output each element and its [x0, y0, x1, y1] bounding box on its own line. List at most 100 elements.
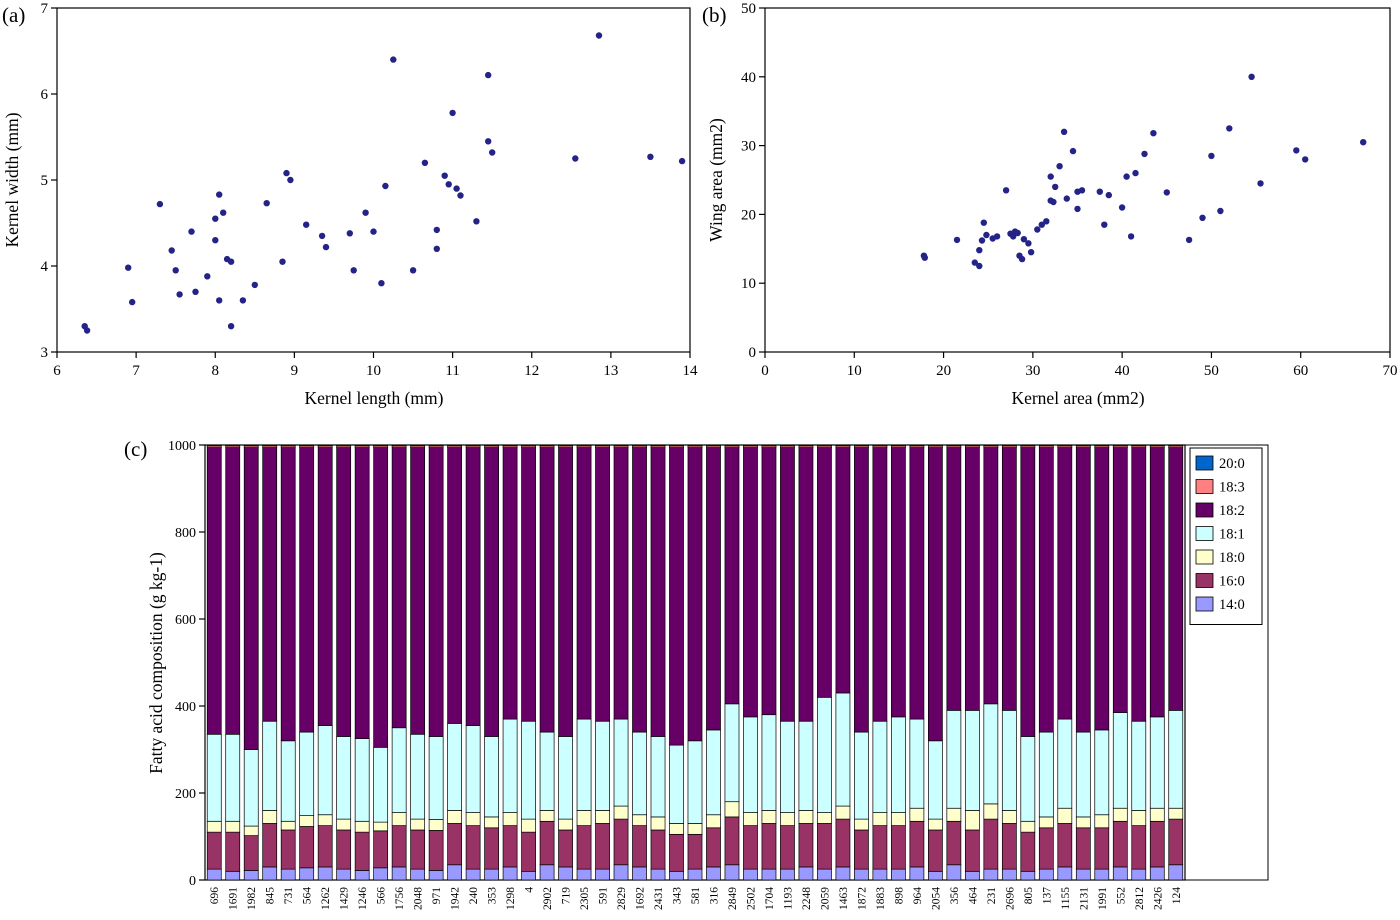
bar-segment-18:1 [206, 733, 222, 822]
category-label: 591 [598, 887, 610, 905]
bar-segment-14:0 [835, 866, 851, 881]
bar-segment-18:2 [317, 447, 333, 726]
scatter-point [978, 237, 986, 244]
bar-segment-16:0 [484, 827, 499, 870]
panel-b-plot-area: 0 10 20 30 40 50 60 70 0 10 20 30 40 50 [741, 1, 1398, 379]
bar-segment-18:2 [1094, 447, 1110, 731]
bar-segment-20:0 [1131, 444, 1147, 447]
bar-segment-14:0 [1112, 866, 1128, 881]
scatter-point [1293, 147, 1300, 154]
bar-segment-16:0 [1112, 820, 1128, 868]
scatter-point [1199, 214, 1206, 221]
scatter-point [346, 230, 353, 237]
bar-segment-14:0 [558, 866, 573, 881]
scatter-point [457, 192, 464, 199]
legend-label-18:1: 18:1 [1219, 527, 1245, 543]
bar-segment-20:0 [558, 444, 573, 447]
bar-segment-16:0 [206, 831, 222, 870]
bar-segment-14:0 [465, 868, 481, 881]
category-label: 1991 [1097, 887, 1109, 910]
bar-segment-18:2 [576, 447, 592, 720]
bar-segment-18:2 [447, 447, 463, 724]
bar-segment-18:1 [1038, 731, 1054, 818]
bar-segment-14:0 [872, 868, 888, 881]
bar-segment-16:0 [983, 818, 999, 870]
bar-segment-18:0 [1020, 820, 1036, 833]
bar-segment-14:0 [1149, 866, 1165, 881]
bar-segment-20:0 [354, 444, 370, 447]
bar-segment-18:0 [1038, 816, 1054, 829]
scatter-point [1208, 152, 1215, 160]
x-tick-label: 7 [132, 363, 140, 379]
bar-segment-18:1 [539, 731, 555, 811]
bar-segment-18:1 [521, 720, 536, 820]
category-label: 1704 [764, 887, 776, 910]
bar-segment-18:1 [1168, 710, 1184, 809]
bar-segment-20:0 [391, 444, 407, 447]
category-label: 2131 [1078, 887, 1090, 910]
bar-segment-18:1 [410, 733, 426, 820]
bar-segment-18:2 [706, 447, 721, 731]
bar-segment-20:0 [891, 444, 906, 447]
bar-segment-18:2 [1001, 447, 1017, 711]
bar-segment-20:0 [299, 444, 315, 447]
bar-segment-20:0 [447, 444, 463, 447]
bar-segment-18:0 [465, 812, 481, 826]
scatter-point [212, 215, 219, 222]
bar-segment-18:1 [613, 718, 629, 807]
bar-segment-14:0 [502, 866, 518, 881]
scatter-point [1034, 226, 1041, 233]
x-tick-label: 13 [603, 363, 618, 379]
bar-segment-20:0 [817, 444, 832, 447]
bar-segment-16:0 [539, 820, 555, 866]
category-label: 1692 [635, 887, 647, 910]
bar-segment-18:0 [539, 810, 555, 822]
bar-segment-18:2 [391, 447, 407, 729]
scatter-point [921, 254, 928, 261]
scatter-point [1127, 233, 1135, 240]
scatter-point [445, 181, 452, 188]
bar-segment-14:0 [539, 864, 555, 881]
scatter-point [220, 209, 227, 216]
scatter-point [227, 258, 235, 265]
panel-b-xaxis-title: Kernel area (mm2) [1011, 388, 1144, 408]
bar-segment-18:0 [410, 818, 426, 831]
y-tick-label: 600 [175, 613, 196, 628]
bar-segment-18:0 [724, 801, 740, 818]
category-label: 1463 [838, 887, 850, 910]
bar-segment-18:2 [835, 447, 851, 694]
bar-segment-14:0 [1038, 868, 1054, 881]
x-tick-label: 10 [366, 363, 381, 379]
bar-segment-18:0 [243, 825, 259, 836]
bar-segment-20:0 [835, 444, 851, 447]
scatter-point [1069, 147, 1077, 155]
scatter-point [485, 71, 492, 79]
bar-segment-16:0 [1168, 818, 1184, 866]
bar-segment-16:0 [669, 833, 684, 872]
bar-segment-20:0 [613, 444, 629, 447]
panel-c-stacked-bar-chart: (c) Fatty acid composition (g kg-1) 0 200… [124, 437, 1269, 910]
bar-segment-18:2 [558, 447, 573, 737]
bar-segment-20:0 [632, 444, 647, 447]
scatter-point [287, 176, 294, 184]
bar-segment-16:0 [336, 829, 352, 870]
bar-segment-18:1 [243, 749, 259, 827]
bar-segment-14:0 [946, 864, 962, 881]
category-label: 1982 [246, 887, 258, 910]
bar-segment-14:0 [927, 870, 943, 881]
scatter-point [176, 291, 183, 298]
legend-label-16:0: 16:0 [1219, 574, 1245, 590]
legend-label-18:3: 18:3 [1219, 480, 1245, 496]
scatter-point [971, 259, 978, 266]
bar-segment-20:0 [521, 444, 536, 447]
bar-segment-18:0 [595, 810, 610, 824]
y-tick-label: 0 [749, 345, 757, 361]
scatter-point [188, 228, 195, 235]
scatter-point [983, 231, 990, 239]
bar-segment-18:1 [1149, 716, 1165, 809]
bar-segment-14:0 [391, 866, 407, 881]
bar-segment-18:1 [632, 731, 647, 816]
bar-segment-18:2 [1149, 447, 1165, 718]
bar-segment-18:2 [410, 447, 426, 735]
y-tick-label: 800 [175, 526, 196, 541]
